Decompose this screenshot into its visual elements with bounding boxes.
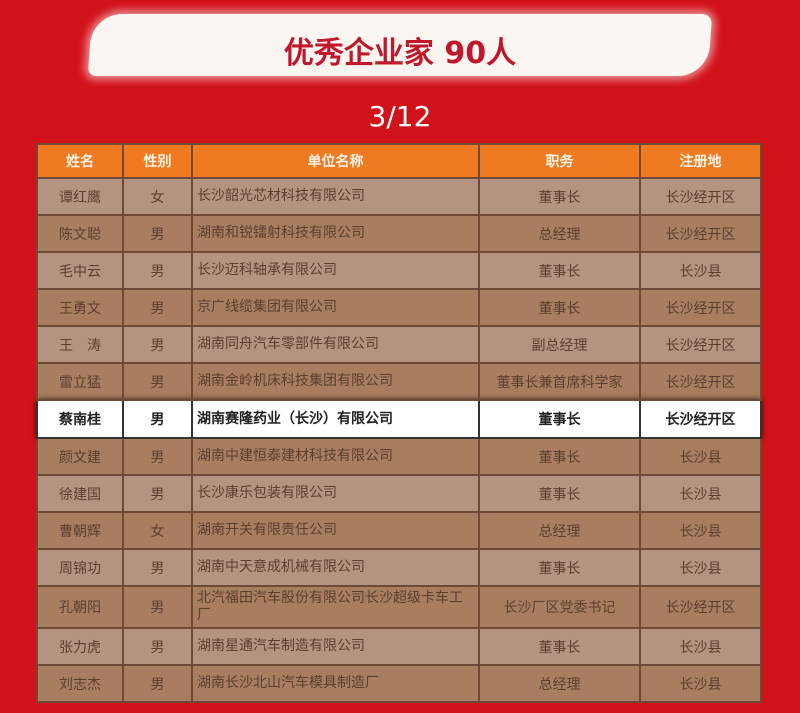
cell-gender: 男: [122, 548, 193, 587]
cell-gender: 男: [122, 251, 193, 290]
cell-location: 长沙县: [639, 511, 762, 550]
cell-gender: 男: [122, 585, 193, 629]
header-gender: 性别: [122, 143, 193, 179]
cell-company: 湖南金岭机床科技集团有限公司: [191, 362, 480, 401]
cell-name: 王勇文: [36, 288, 124, 327]
cell-position: 董事长: [478, 288, 641, 327]
cell-name: 蔡南桂: [36, 399, 124, 439]
cell-gender: 男: [122, 362, 193, 401]
cell-name: 刘志杰: [36, 664, 124, 703]
table-row: 曹朝辉女湖南开关有限责任公司 总经理 长沙县: [36, 511, 762, 550]
cell-name: 毛中云: [36, 251, 124, 290]
cell-company: 湖南开关有限责任公司: [191, 511, 480, 550]
cell-company: 湖南中天意成机械有限公司: [191, 548, 480, 587]
cell-name: 孔朝阳: [36, 585, 124, 629]
cell-company: 京广线缆集团有限公司: [191, 288, 480, 327]
table-row-highlighted: 蔡南桂男湖南赛隆药业（长沙）有限公司 董事长 长沙经开区: [36, 399, 762, 439]
cell-name: 徐建国: [36, 474, 124, 513]
table-row: 周锦功男湖南中天意成机械有限公司 董事长 长沙县: [36, 548, 762, 587]
table-row: 刘志杰男湖南长沙北山汽车模具制造厂 总经理 长沙县: [36, 664, 762, 703]
table-row: 王 涛男湖南同舟汽车零部件有限公司 副总经理 长沙经开区: [36, 325, 762, 364]
cell-name: 曹朝辉: [36, 511, 124, 550]
cell-position: 董事长: [478, 251, 641, 290]
cell-position: 长沙厂区党委书记: [478, 585, 641, 629]
cell-company: 湖南赛隆药业（长沙）有限公司: [191, 399, 480, 439]
table-row: 陈文聪男湖南和锐镭射科技有限公司 总经理 长沙经开区: [36, 214, 762, 253]
table-row: 谭红鹰女长沙韶光芯材科技有限公司 董事长 长沙经开区: [36, 177, 762, 216]
table-row: 毛中云男长沙迈科轴承有限公司 董事长 长沙县: [36, 251, 762, 290]
cell-gender: 女: [122, 511, 193, 550]
cell-name: 谭红鹰: [36, 177, 124, 216]
table-row: 徐建国男长沙康乐包装有限公司 董事长 长沙县: [36, 474, 762, 513]
header-position: 职务: [478, 143, 641, 179]
cell-name: 颜文建: [36, 437, 124, 476]
cell-position: 董事长兼首席科学家: [478, 362, 641, 401]
cell-company: 长沙韶光芯材科技有限公司: [191, 177, 480, 216]
table-row: 颜文建男湖南中建恒泰建材科技有限公司 董事长 长沙县: [36, 437, 762, 476]
cell-location: 长沙经开区: [639, 325, 762, 364]
cell-location: 长沙经开区: [639, 214, 762, 253]
cell-gender: 男: [122, 399, 193, 439]
cell-gender: 男: [122, 437, 193, 476]
cell-position: 董事长: [478, 437, 641, 476]
cell-position: 董事长: [478, 627, 641, 666]
cell-position: 总经理: [478, 214, 641, 253]
cell-location: 长沙县: [639, 437, 762, 476]
cell-position: 董事长: [478, 548, 641, 587]
cell-name: 周锦功: [36, 548, 124, 587]
cell-position: 董事长: [478, 474, 641, 513]
table-row: 张力虎男湖南星通汽车制造有限公司 董事长 长沙县: [36, 627, 762, 666]
cell-company: 湖南中建恒泰建材科技有限公司: [191, 437, 480, 476]
header-location: 注册地: [639, 143, 762, 179]
cell-gender: 男: [122, 214, 193, 253]
cell-location: 长沙经开区: [639, 177, 762, 216]
header-name: 姓名: [36, 143, 124, 179]
cell-gender: 男: [122, 627, 193, 666]
cell-gender: 男: [122, 664, 193, 703]
cell-company: 湖南星通汽车制造有限公司: [191, 627, 480, 666]
cell-location: 长沙县: [639, 664, 762, 703]
cell-company: 北汽福田汽车股份有限公司长沙超级卡车工厂: [191, 585, 480, 629]
cell-position: 总经理: [478, 511, 641, 550]
cell-company: 湖南长沙北山汽车模具制造厂: [191, 664, 480, 703]
cell-location: 长沙经开区: [639, 288, 762, 327]
cell-location: 长沙经开区: [639, 585, 762, 629]
cell-location: 长沙县: [639, 251, 762, 290]
cell-name: 张力虎: [36, 627, 124, 666]
cell-gender: 男: [122, 474, 193, 513]
cell-location: 长沙经开区: [639, 362, 762, 401]
header-company: 单位名称: [191, 143, 480, 179]
cell-location: 长沙经开区: [639, 399, 762, 439]
cell-company: 湖南同舟汽车零部件有限公司: [191, 325, 480, 364]
cell-company: 长沙康乐包装有限公司: [191, 474, 480, 513]
cell-position: 董事长: [478, 177, 641, 216]
cell-company: 长沙迈科轴承有限公司: [191, 251, 480, 290]
cell-name: 陈文聪: [36, 214, 124, 253]
page-title: 优秀企业家 90人: [283, 36, 517, 71]
cell-gender: 女: [122, 177, 193, 216]
table-header: 姓名 性别 单位名称 职务 注册地: [36, 143, 762, 179]
cell-name: 王 涛: [36, 325, 124, 364]
table-row: 王勇文男京广线缆集团有限公司 董事长 长沙经开区: [36, 288, 762, 327]
cell-gender: 男: [122, 325, 193, 364]
cell-name: 雷立猛: [36, 362, 124, 401]
cell-position: 总经理: [478, 664, 641, 703]
cell-position: 副总经理: [478, 325, 641, 364]
entrepreneur-table: 姓名 性别 单位名称 职务 注册地 谭红鹰女长沙韶光芯材科技有限公司 董事长 长沙经…: [36, 143, 762, 703]
cell-location: 长沙县: [639, 627, 762, 666]
page-indicator: 3/12: [368, 100, 432, 133]
cell-location: 长沙县: [639, 474, 762, 513]
cell-position: 董事长: [478, 399, 641, 439]
cell-gender: 男: [122, 288, 193, 327]
cell-location: 长沙县: [639, 548, 762, 587]
table-row: 孔朝阳男北汽福田汽车股份有限公司长沙超级卡车工厂 长沙厂区党委书记 长沙经开区: [36, 585, 762, 629]
table-row: 雷立猛男湖南金岭机床科技集团有限公司 董事长兼首席科学家 长沙经开区: [36, 362, 762, 401]
cell-company: 湖南和锐镭射科技有限公司: [191, 214, 480, 253]
